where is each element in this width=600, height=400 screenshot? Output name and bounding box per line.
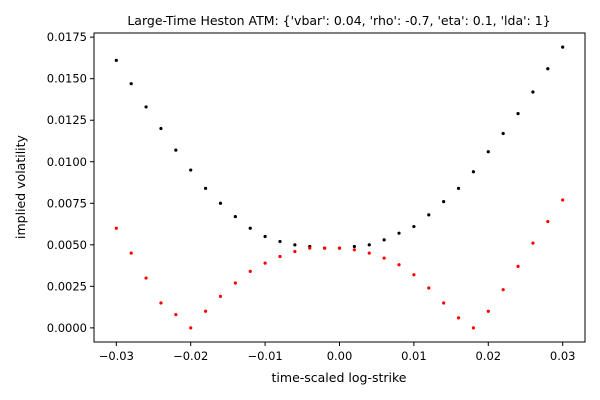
y-tick-label: 0.0125: [47, 113, 87, 127]
data-point: [546, 67, 550, 71]
data-point: [561, 198, 565, 202]
data-point: [412, 224, 416, 229]
x-tick-label: −0.02: [173, 349, 208, 363]
data-point: [516, 264, 520, 269]
data-point: [367, 243, 371, 247]
series-1: [114, 198, 565, 330]
data-point: [159, 301, 163, 305]
data-point: [456, 186, 461, 190]
data-point: [129, 82, 133, 86]
data-point: [427, 213, 431, 217]
data-point: [248, 269, 252, 273]
data-point: [293, 243, 297, 247]
data-point: [561, 45, 565, 49]
x-tick-label: −0.03: [99, 349, 134, 363]
plot-frame: [93, 32, 586, 343]
data-point: [144, 276, 148, 280]
data-point: [471, 326, 476, 330]
y-tick-label: 0.0075: [47, 196, 87, 210]
data-point: [233, 214, 237, 219]
plot-area: [114, 45, 565, 330]
data-point: [442, 301, 446, 305]
data-point: [189, 326, 193, 330]
data-point: [471, 170, 476, 174]
data-point: [352, 244, 356, 249]
data-point: [189, 168, 193, 172]
chart-title: Large-Time Heston ATM: {'vbar': 0.04, 'r…: [127, 13, 550, 28]
y-tick-label: 0.0000: [47, 321, 87, 335]
data-point: [337, 246, 342, 250]
x-tick-label: 0.00: [327, 349, 353, 363]
data-point: [263, 261, 267, 265]
data-point: [263, 234, 267, 239]
data-point: [174, 312, 178, 317]
data-point: [129, 251, 133, 255]
data-point: [501, 288, 505, 292]
y-axis: 0.0000 0.0025 0.0050 0.0075 0.0100 0.0125 0.01…: [47, 30, 94, 335]
data-point: [531, 241, 535, 245]
data-point: [233, 281, 237, 285]
data-point: [218, 201, 223, 205]
y-tick-label: 0.0100: [47, 155, 87, 169]
data-point: [427, 286, 431, 290]
data-point: [546, 219, 550, 224]
data-point: [516, 111, 520, 116]
y-tick-label: 0.0175: [47, 30, 87, 44]
data-point: [382, 256, 386, 260]
data-point: [352, 248, 356, 252]
data-point: [144, 105, 148, 109]
series-0: [114, 45, 565, 250]
data-point: [203, 309, 208, 313]
data-point: [456, 316, 461, 320]
data-point: [397, 263, 401, 267]
data-point: [486, 150, 490, 154]
x-axis: −0.03 −0.02 −0.01 0.00 0.01 0.02 0.03: [99, 342, 576, 363]
y-axis-label: implied volatility: [13, 134, 28, 239]
data-point: [248, 226, 252, 230]
x-tick-label: 0.02: [475, 349, 501, 363]
data-point: [367, 251, 371, 255]
y-tick-label: 0.0150: [47, 72, 87, 86]
data-point: [114, 58, 118, 63]
data-point: [397, 231, 401, 235]
data-point: [174, 148, 178, 152]
data-point: [382, 238, 386, 242]
x-tick-label: 0.01: [401, 349, 427, 363]
data-point: [114, 226, 118, 230]
data-point: [501, 131, 505, 136]
data-point: [159, 126, 163, 131]
data-point: [531, 90, 535, 94]
y-tick-label: 0.0050: [47, 238, 87, 252]
data-point: [323, 246, 327, 250]
x-axis-label: time-scaled log-strike: [272, 370, 407, 385]
data-point: [442, 200, 446, 204]
data-point: [203, 186, 208, 190]
data-point: [278, 254, 282, 259]
data-point: [412, 273, 416, 277]
data-point: [308, 246, 312, 250]
data-point: [293, 249, 297, 254]
x-tick-label: −0.01: [247, 349, 282, 363]
data-point: [486, 309, 490, 313]
x-tick-label: 0.03: [550, 349, 576, 363]
data-point: [278, 239, 282, 244]
y-tick-label: 0.0025: [47, 279, 87, 293]
data-point: [218, 294, 223, 298]
